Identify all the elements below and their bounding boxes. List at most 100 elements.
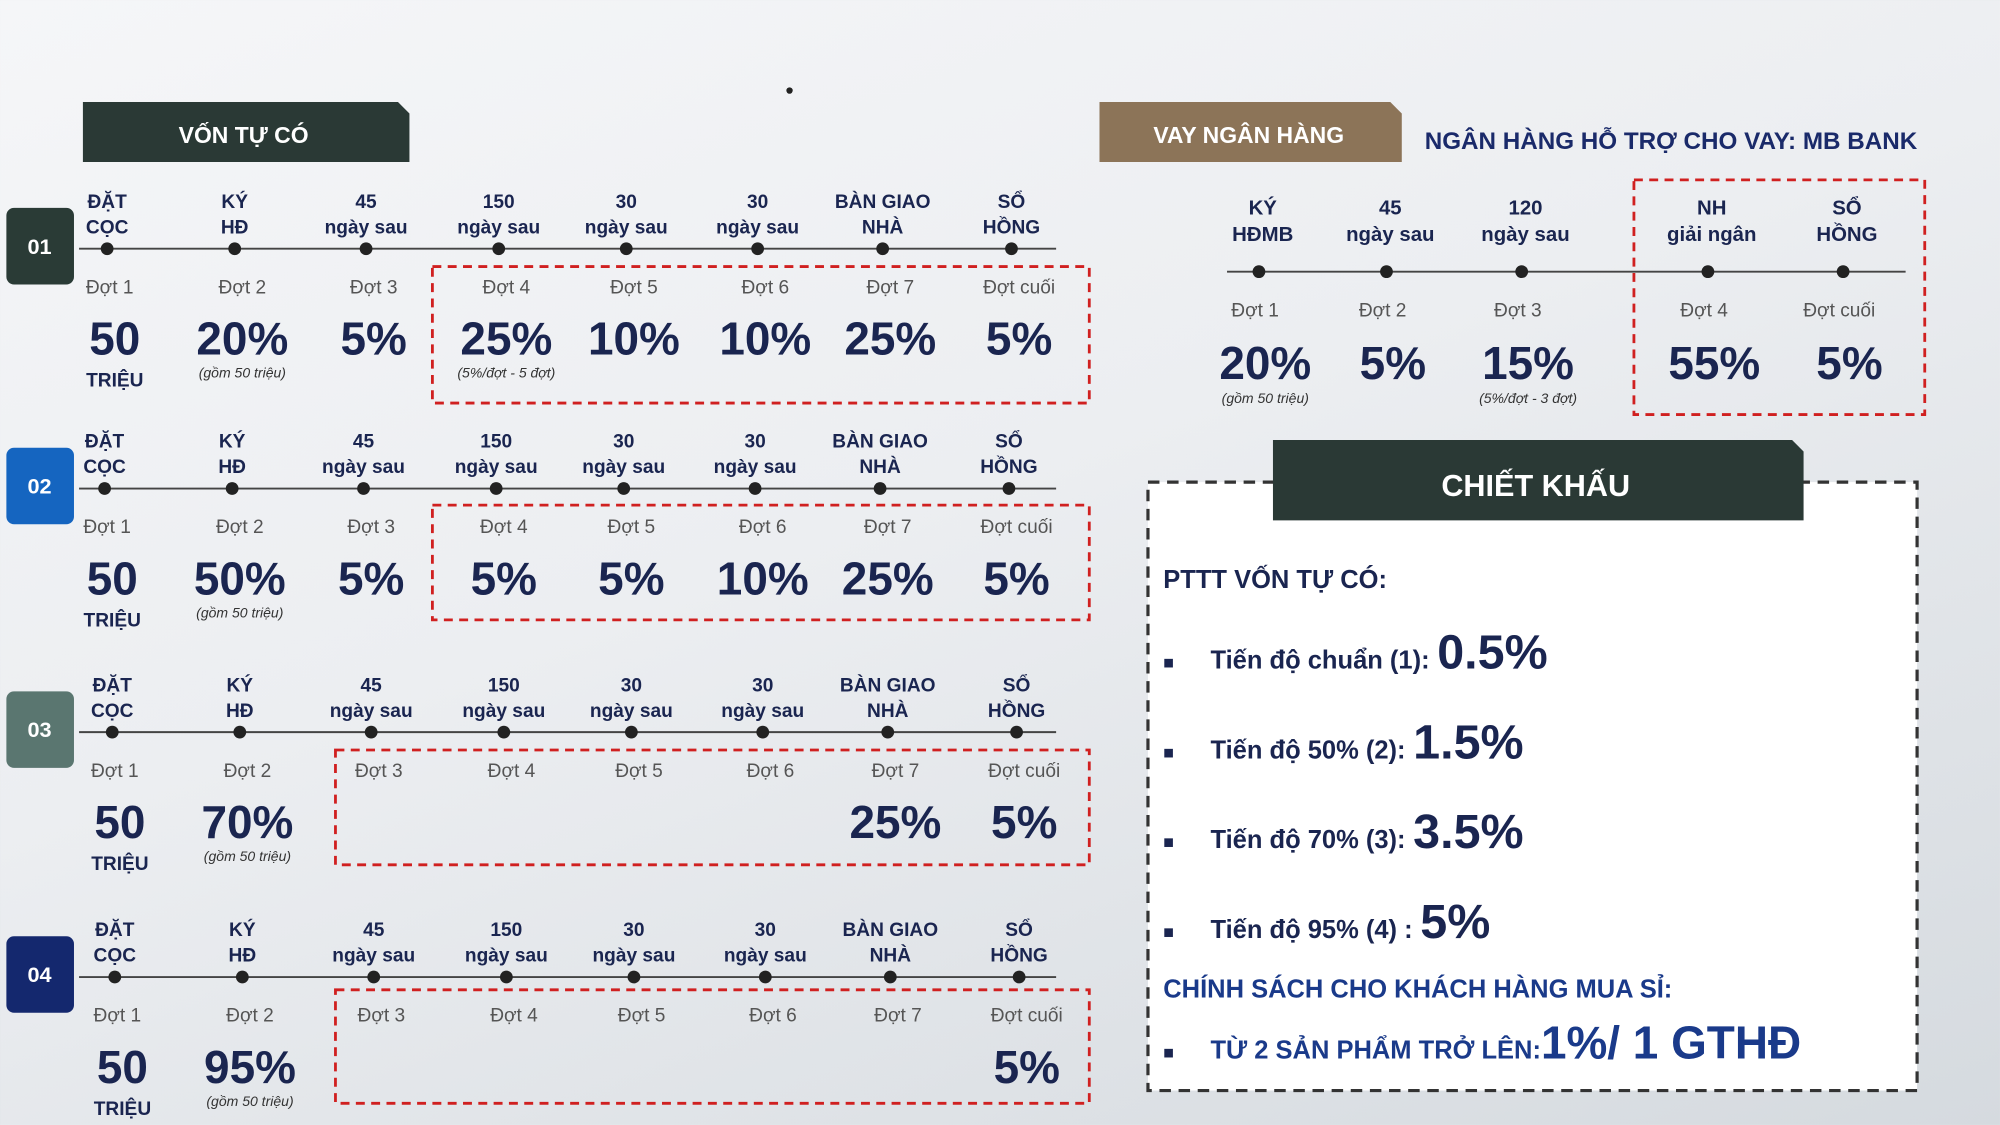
milestone-label: KÝ xyxy=(229,919,256,941)
phase-label: Đợt 5 xyxy=(618,1006,666,1027)
milestone-label: HỒNG xyxy=(1816,222,1877,246)
phase-note: (gồm 50 triệu) xyxy=(199,365,286,381)
phase-label: Đợt 1 xyxy=(94,1006,142,1027)
timeline-dot xyxy=(619,242,633,256)
discount-title: CHIẾT KHẤU xyxy=(1441,468,1630,503)
dot xyxy=(786,87,793,94)
bullet: ■ xyxy=(1163,922,1174,942)
phase-label: Đợt cuối xyxy=(981,517,1053,538)
discount-value: 3.5% xyxy=(1413,805,1523,859)
phase-label: Đợt 4 xyxy=(488,761,536,782)
timeline-dot xyxy=(751,242,765,256)
dashed-box xyxy=(334,748,1091,867)
milestone-label: KÝ xyxy=(1249,195,1278,219)
phase-unit: TRIỆU xyxy=(94,1098,151,1120)
phase-label: Đợt 2 xyxy=(219,277,267,298)
phase-value: 25% xyxy=(844,313,936,365)
phase-value: 55% xyxy=(1668,337,1760,389)
phase-label: Đợt 2 xyxy=(1359,300,1407,321)
discount-label: Tiến độ 95% (4) : xyxy=(1210,916,1412,944)
timeline-dot xyxy=(357,482,370,495)
phase-label: Đợt 3 xyxy=(350,277,398,298)
timeline-dot xyxy=(758,970,772,984)
timeline-dot xyxy=(1380,265,1393,279)
timeline-dot xyxy=(235,970,249,984)
milestone-label: HĐMB xyxy=(1232,224,1293,246)
milestone-label: 150 xyxy=(488,675,520,696)
phase-label: Đợt 4 xyxy=(490,1006,538,1027)
timeline-dot xyxy=(1701,265,1715,279)
header-title: VAY NGÂN HÀNG xyxy=(1153,122,1344,148)
phase-label: Đợt 4 xyxy=(483,277,531,298)
dashed-box xyxy=(430,265,1091,405)
discount-section: PTTT VỐN TỰ CÓ: xyxy=(1163,564,1387,594)
phase-label: Đợt cuối xyxy=(1803,300,1875,321)
milestone-label: HĐ xyxy=(218,457,246,478)
phase-label: Đợt 3 xyxy=(358,1006,406,1027)
phase-value: 5% xyxy=(991,796,1057,848)
milestone-label: 30 xyxy=(613,432,634,453)
discount-item: Tiến độ 95% (4) : 5% xyxy=(1210,895,1490,949)
phase-value: 5% xyxy=(338,552,404,604)
milestone-label: BÀN GIAO xyxy=(835,191,931,213)
milestone-label: HỒNG xyxy=(990,945,1047,967)
phase-note: (gồm 50 triệu) xyxy=(204,848,291,864)
wholesale-heading: CHÍNH SÁCH CHO KHÁCH HÀNG MUA SỈ: xyxy=(1163,973,1672,1003)
phase-label: Đợt 5 xyxy=(610,277,658,298)
phase-unit: TRIỆU xyxy=(86,369,143,391)
phase-label: Đợt 2 xyxy=(226,1006,274,1027)
timeline-dot xyxy=(1010,725,1023,739)
phase-note: (gồm 50 triệu) xyxy=(206,1093,293,1109)
phase-label: Đợt cuối xyxy=(988,761,1060,782)
milestone-label: SỔ xyxy=(995,431,1023,453)
milestone-label: ngày sau xyxy=(716,217,799,238)
phase-label: Đợt cuối xyxy=(983,277,1055,298)
milestone-label: 30 xyxy=(755,920,776,941)
milestone-label: NH xyxy=(1697,197,1726,219)
timeline-dot xyxy=(98,482,111,495)
discount-title-box xyxy=(1272,440,1804,521)
phase-label: Đợt 3 xyxy=(347,517,395,538)
phase-label: Đợt 5 xyxy=(608,517,656,538)
timeline-dot xyxy=(489,482,503,495)
milestone-label: SỔ xyxy=(1832,195,1861,219)
phase-value: 50 xyxy=(89,313,140,365)
milestone-label: NHÀ xyxy=(870,945,912,967)
milestone-label: SỔ xyxy=(1005,919,1033,941)
discount-label: Tiến độ 50% (2): xyxy=(1210,736,1405,764)
phase-value: 50 xyxy=(87,552,138,604)
phase-label: Đợt 3 xyxy=(355,761,403,782)
header-box xyxy=(1099,102,1402,162)
phase-value: 15% xyxy=(1482,337,1574,389)
phase-value: 25% xyxy=(842,552,934,604)
milestone-label: CỌC xyxy=(91,701,134,722)
timeline-dot xyxy=(364,725,378,739)
phase-label: Đợt 6 xyxy=(741,277,789,298)
discount-value: 1.5% xyxy=(1413,715,1523,769)
milestone-label: BÀN GIAO xyxy=(832,431,928,453)
milestone-label: HỒNG xyxy=(983,216,1040,238)
milestone-label: ngày sau xyxy=(1346,224,1434,246)
plan-number: 04 xyxy=(27,962,51,987)
phase-value: 10% xyxy=(717,552,809,604)
dashed-box xyxy=(1632,178,1927,416)
timeline-dot xyxy=(1005,242,1018,256)
milestone-label: BÀN GIAO xyxy=(842,919,938,941)
milestone-label: 120 xyxy=(1508,197,1542,219)
plan-badge xyxy=(6,936,74,1013)
phase-value: 5% xyxy=(994,1041,1060,1093)
phase-label: Đợt 7 xyxy=(866,277,914,298)
phase-unit: TRIỆU xyxy=(91,853,148,875)
phase-value: 10% xyxy=(588,313,680,365)
phase-value: 25% xyxy=(460,313,552,365)
timeline-dot xyxy=(1012,970,1026,984)
milestone-label: 45 xyxy=(361,675,383,696)
phase-value: 95% xyxy=(204,1041,296,1093)
milestone-label: 45 xyxy=(1379,197,1402,219)
phase-label: Đợt 1 xyxy=(83,517,131,538)
phase-label: Đợt 6 xyxy=(747,761,795,782)
dashed-box xyxy=(430,503,1091,622)
milestone-label: 150 xyxy=(480,432,512,453)
bullet: ■ xyxy=(1163,1043,1174,1063)
timeline-dot xyxy=(1002,482,1016,495)
